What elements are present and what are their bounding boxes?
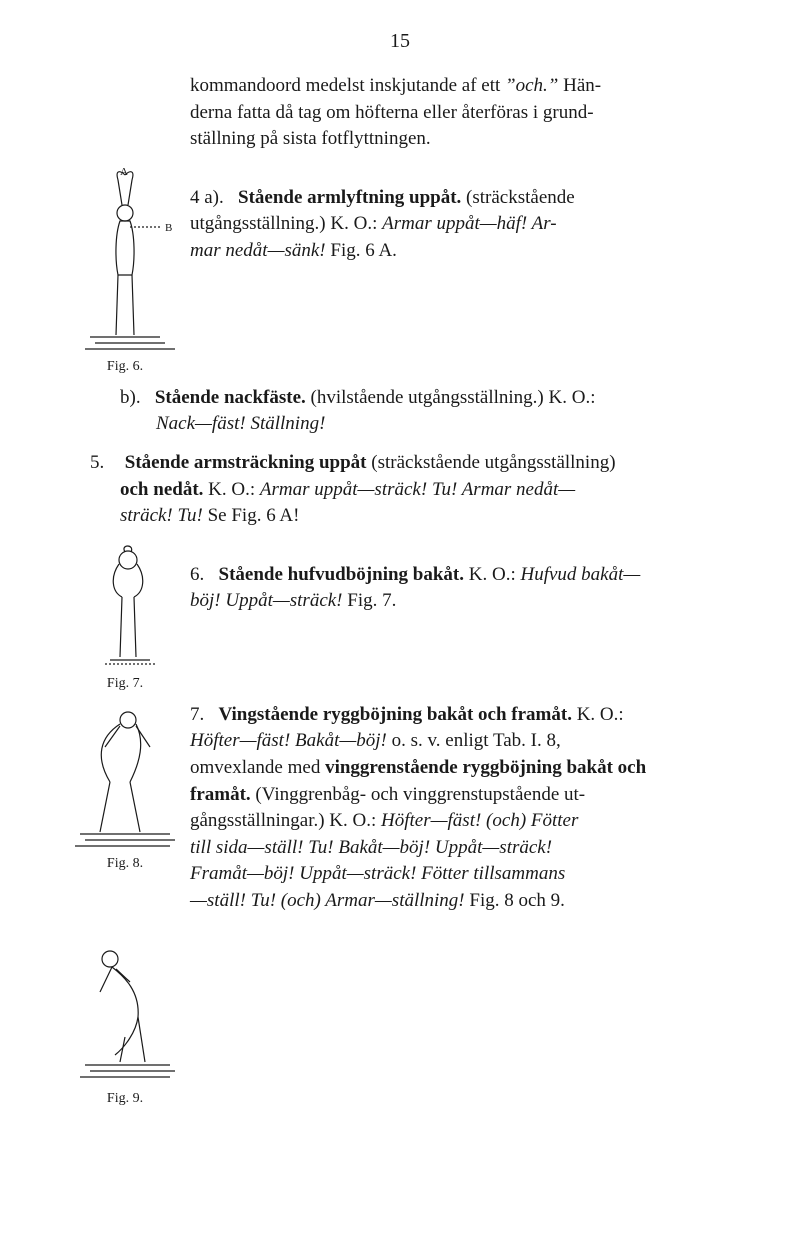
s7-text-5: gångsställningar.) K. O.: [190, 810, 381, 831]
page-number: 15 [60, 30, 740, 53]
fig8-illustration [70, 702, 180, 852]
s7-cmd-5: —ställ! Tu! (och) Armar—ställning! [190, 890, 465, 911]
s6-text-1: K. O.: [469, 564, 521, 585]
s7-title2: vinggrenstående ryggböjning bakåt och [325, 757, 646, 778]
fig8-column: Fig. 8. [60, 702, 190, 872]
intro-text-1b: Hän- [558, 75, 601, 96]
b-text-1: (hvilstående utgångsställning.) K. O.: [311, 387, 596, 408]
s6-title: Stående hufvudböjning bakåt. [219, 564, 465, 585]
section-4a: 4 a). Stående armlyftning uppåt. (sträck… [190, 165, 740, 277]
b-cmd: Nack—fäst! Ställning! [156, 413, 325, 434]
fig8-caption: Fig. 8. [60, 856, 190, 872]
row-fig6: A B Fig. 6. 4 a). Stående armlyftning up… [60, 165, 740, 375]
s6-cmd-1: Hufvud bakåt— [521, 564, 641, 585]
s7-text-4: (Vinggrenbåg- och vinggrenstupstående ut… [255, 784, 585, 805]
s5-title2: och nedåt. [120, 479, 203, 500]
page: 15 kommandoord medelst inskjutande af et… [0, 0, 800, 1157]
fig7-illustration [80, 542, 170, 672]
fig7-column: Fig. 7. [60, 542, 190, 692]
intro-text-2: derna fatta då tag om höfterna eller åte… [190, 102, 594, 123]
s4a-title: Stående armlyftning uppåt. [238, 187, 461, 208]
row-fig9: Fig. 9. [60, 937, 740, 1107]
s7-text-6: Fig. 8 och 9. [469, 890, 565, 911]
section-6: 6. Stående hufvudböjning bakåt. K. O.: H… [190, 542, 740, 627]
row-fig7: Fig. 7. 6. Stående hufvudböjning bakåt. … [60, 542, 740, 692]
s4a-cmd-2: mar nedåt—sänk! [190, 240, 326, 261]
row-fig8: Fig. 8. 7. Vingstående ryggböjning bakåt… [60, 702, 740, 927]
s5-cmd-1: Armar uppåt—sträck! Tu! Armar nedåt— [260, 479, 575, 500]
fig6-illustration: A B [70, 165, 180, 355]
s7-text-2: o. s. v. enligt Tab. I. 8, [392, 730, 561, 751]
s5-text-1: (sträckstående utgångsställning) [371, 452, 615, 473]
s7-cmd-3: till sida—ställ! Tu! Bakåt—böj! Uppåt—st… [190, 837, 552, 858]
s7-title3: framåt. [190, 784, 251, 805]
s4a-cmd-1: Armar uppåt—häf! Ar- [382, 213, 557, 234]
fig9-illustration [70, 937, 180, 1087]
section-b: b). Stående nackfäste. (hvilstående utgå… [120, 385, 740, 438]
fig9-caption: Fig. 9. [60, 1091, 190, 1107]
s7-cmd-4: Framåt—böj! Uppåt—sträck! Fötter tillsam… [190, 863, 565, 884]
s5-text-3: Se Fig. 6 A! [208, 505, 300, 526]
s6-text-2: Fig. 7. [347, 590, 396, 611]
s5-title: Stående armsträckning uppåt [125, 452, 367, 473]
s7-text-3: omvexlande med [190, 757, 325, 778]
intro-text-1: kommandoord medelst inskjutande af ett [190, 75, 505, 96]
fig6-column: A B Fig. 6. [60, 165, 190, 375]
intro-text-3: ställning på sista fotflyttningen. [190, 128, 431, 149]
b-title: Stående nackfäste. [155, 387, 306, 408]
fig7-caption: Fig. 7. [60, 676, 190, 692]
s5-text-2: K. O.: [208, 479, 260, 500]
s6-cmd-2: böj! Uppåt—sträck! [190, 590, 343, 611]
fig6-caption: Fig. 6. [60, 359, 190, 375]
s7-text-1: K. O.: [577, 704, 624, 725]
s7-cmd-2: Höfter—fäst! (och) Fötter [381, 810, 578, 831]
s5-label: 5. [90, 450, 120, 477]
fig6-label-b: B [165, 222, 172, 234]
intro-och: ”och.” [505, 75, 558, 96]
s5-cmd-2: sträck! Tu! [120, 505, 203, 526]
b-label: b). [120, 387, 141, 408]
fig6-label-a: A [120, 166, 128, 178]
section-5: 5. Stående armsträckning uppåt (sträckst… [90, 450, 740, 530]
s7-cmd-1: Höfter—fäst! Bakåt—böj! [190, 730, 387, 751]
s4a-text-2: utgångsställning.) K. O.: [190, 213, 382, 234]
s6-label: 6. [190, 564, 204, 585]
s7-label: 7. [190, 704, 204, 725]
s7-title: Vingstående ryggböjning bakåt och framåt… [219, 704, 572, 725]
fig9-column: Fig. 9. [60, 937, 190, 1107]
section-7: 7. Vingstående ryggböjning bakåt och fra… [190, 702, 740, 927]
s4a-text-3: Fig. 6 A. [330, 240, 397, 261]
s4a-text-1: (sträckstående [466, 187, 575, 208]
s4a-label: 4 a). [190, 187, 224, 208]
intro-paragraph: kommandoord medelst inskjutande af ett ”… [190, 73, 740, 153]
